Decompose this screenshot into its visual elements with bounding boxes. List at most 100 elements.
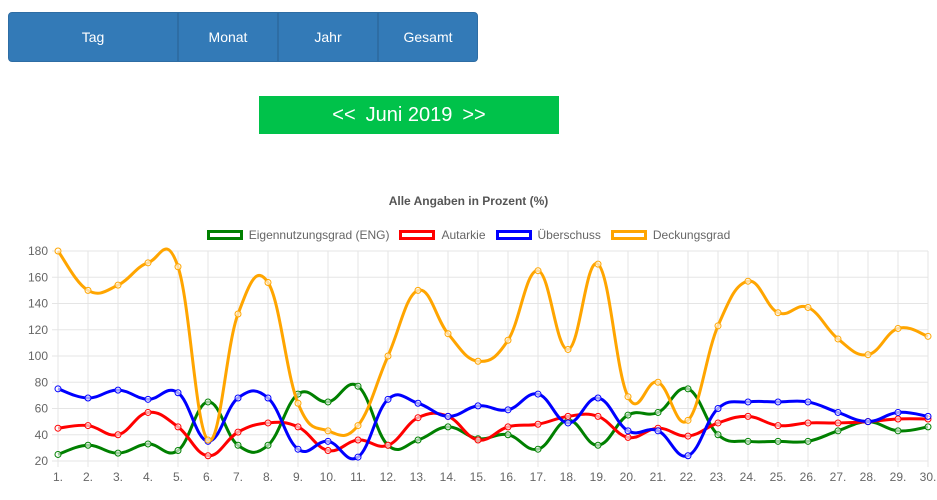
x-tick-label: 5. <box>173 470 183 484</box>
tab-year[interactable]: Jahr <box>278 12 378 62</box>
data-point-0 <box>924 423 932 431</box>
x-tick-label: 21. <box>650 470 667 484</box>
data-point-1 <box>384 441 392 449</box>
data-point-3 <box>684 416 692 424</box>
data-point-3 <box>114 281 122 289</box>
data-point-0 <box>624 411 632 419</box>
data-point-0 <box>834 427 842 435</box>
y-tick-label: 60 <box>35 402 49 416</box>
data-point-2 <box>864 418 872 426</box>
line-chart: 20 40 60 80 100 120 140 160 180 1. 2. 3. 4. 5. 6. 7. 8. 9… <box>28 244 937 484</box>
data-point-2 <box>834 408 842 416</box>
y-tick-label: 180 <box>28 244 48 258</box>
y-tick-label: 140 <box>28 297 48 311</box>
data-point-2 <box>54 385 62 393</box>
data-point-2 <box>414 399 422 407</box>
data-point-3 <box>924 332 932 340</box>
data-point-0 <box>324 398 332 406</box>
chart-title: Alle Angaben in Prozent (%) <box>388 194 549 208</box>
data-point-2 <box>294 445 302 453</box>
legend-swatch-ueberschuss <box>495 230 532 240</box>
data-point-0 <box>234 441 242 449</box>
data-point-2 <box>594 394 602 402</box>
data-point-3 <box>624 393 632 401</box>
tab-day[interactable]: Tag <box>8 12 178 62</box>
x-tick-label: 1. <box>53 470 63 484</box>
data-point-1 <box>474 436 482 444</box>
legend-item-ueberschuss[interactable]: Überschuss <box>495 228 601 242</box>
data-point-2 <box>774 398 782 406</box>
data-point-1 <box>504 423 512 431</box>
legend-item-eng[interactable]: Eigennutzungsgrad (ENG) <box>206 228 389 242</box>
data-point-3 <box>834 335 842 343</box>
legend-swatch-autarkie <box>399 230 436 240</box>
legend-item-deckungsgrad[interactable]: Deckungsgrad <box>610 228 731 242</box>
tab-month[interactable]: Monat <box>178 12 278 62</box>
data-point-2 <box>744 398 752 406</box>
data-point-2 <box>144 395 152 403</box>
x-tick-label: 10. <box>320 470 337 484</box>
x-tick-label: 26. <box>800 470 817 484</box>
previous-period-button[interactable]: << <box>332 103 356 126</box>
data-point-1 <box>144 408 152 416</box>
legend-swatch-eng <box>206 230 243 240</box>
x-tick-label: 13. <box>410 470 427 484</box>
data-point-0 <box>594 441 602 449</box>
x-tick-label: 17. <box>530 470 547 484</box>
x-tick-label: 19. <box>590 470 607 484</box>
legend-item-autarkie[interactable]: Autarkie <box>399 228 486 242</box>
data-point-2 <box>264 394 272 402</box>
x-tick-label: 8. <box>263 470 273 484</box>
data-point-0 <box>144 440 152 448</box>
data-point-1 <box>114 431 122 439</box>
data-point-3 <box>534 267 542 275</box>
data-point-3 <box>144 259 152 267</box>
data-point-2 <box>84 394 92 402</box>
legend-swatch-deckungsgrad <box>610 230 647 240</box>
data-point-0 <box>54 450 62 458</box>
data-point-3 <box>564 345 572 353</box>
y-tick-label: 120 <box>28 323 48 337</box>
data-point-2 <box>714 405 722 412</box>
next-period-button[interactable]: >> <box>462 103 486 126</box>
data-point-0 <box>114 449 122 457</box>
data-point-3 <box>774 309 782 317</box>
series-line-3 <box>56 247 929 442</box>
tab-total[interactable]: Gesamt <box>378 12 478 62</box>
x-tick-label: 3. <box>113 470 123 484</box>
x-tick-label: 9. <box>293 470 303 484</box>
data-point-0 <box>504 431 512 439</box>
data-point-0 <box>84 441 92 449</box>
data-point-3 <box>234 310 242 318</box>
period-selector: << Juni 2019 >> <box>259 96 559 134</box>
x-tick-label: 25. <box>770 470 787 484</box>
data-point-3 <box>294 399 302 407</box>
data-point-1 <box>894 415 902 423</box>
data-point-1 <box>684 432 692 440</box>
x-tick-label: 20. <box>620 470 637 484</box>
legend-label-deckungsgrad: Deckungsgrad <box>652 228 731 242</box>
data-point-0 <box>174 447 182 454</box>
data-point-1 <box>294 423 302 431</box>
data-point-1 <box>534 420 542 428</box>
data-point-3 <box>354 422 362 430</box>
data-point-2 <box>384 395 392 403</box>
x-tick-label: 18. <box>560 470 577 484</box>
x-tick-label: 27. <box>830 470 847 484</box>
chart-legend: Eigennutzungsgrad (ENG) Autarkie Übersch… <box>0 228 937 242</box>
data-point-3 <box>54 247 62 255</box>
data-point-2 <box>354 453 362 461</box>
data-point-2 <box>924 412 932 420</box>
data-point-0 <box>354 382 362 390</box>
data-point-1 <box>84 422 92 430</box>
x-tick-label: 22. <box>680 470 697 484</box>
data-point-2 <box>804 398 812 406</box>
data-point-3 <box>324 427 332 435</box>
period-label: Juni 2019 <box>365 103 453 126</box>
x-tick-label: 6. <box>203 470 213 484</box>
data-point-3 <box>654 378 662 386</box>
y-tick-label: 80 <box>35 375 49 389</box>
x-tick-label: 12. <box>380 470 397 484</box>
data-point-0 <box>714 431 722 439</box>
x-tick-label: 30. <box>920 470 937 484</box>
